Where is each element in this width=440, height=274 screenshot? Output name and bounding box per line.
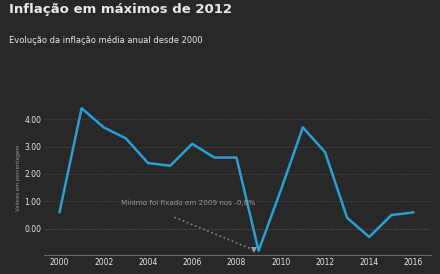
Text: Evolução da inflação média anual desde 2000: Evolução da inflação média anual desde 2… xyxy=(9,36,202,45)
Y-axis label: Valores em percentagem: Valores em percentagem xyxy=(16,145,22,211)
Text: Inflação em máximos de 2012: Inflação em máximos de 2012 xyxy=(9,3,232,16)
Text: Mínimo foi fixado em 2009 nos -0,8%: Mínimo foi fixado em 2009 nos -0,8% xyxy=(121,199,256,206)
